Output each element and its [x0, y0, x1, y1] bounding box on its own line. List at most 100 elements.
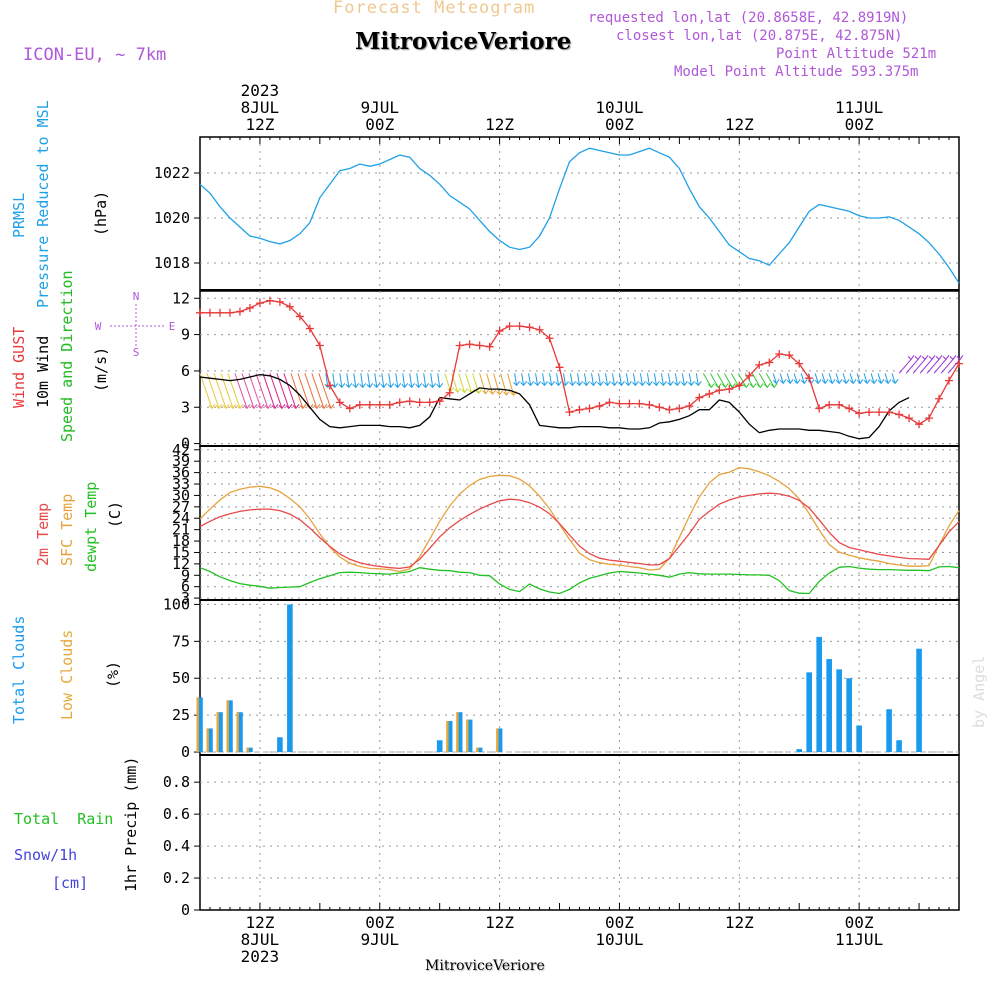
wind-gust-line-point — [245, 303, 254, 312]
wind-direction-arrow — [660, 373, 664, 386]
wind-direction-arrowhead — [541, 381, 548, 387]
wind-gust-line-point — [385, 400, 394, 409]
wind-gust-line-point — [725, 385, 734, 394]
wind-gust-line-point — [525, 323, 534, 332]
wind-gust-line-point — [825, 400, 834, 409]
wind-direction-arrow — [304, 373, 318, 409]
y-tick-label: 36 — [172, 464, 190, 482]
wind-gust-line-point — [445, 388, 454, 397]
y-tick-label: 50 — [172, 669, 190, 687]
wind-direction-arrow — [590, 373, 594, 386]
wind-direction-arrow — [639, 373, 643, 386]
wind-direction-arrowhead — [548, 381, 555, 387]
wind-gust-line-point — [595, 402, 604, 411]
total-cloud-bar — [217, 712, 223, 753]
y-tick-label: 12 — [172, 555, 190, 573]
wind-direction-arrow — [332, 373, 336, 388]
bottom-time-label: 11JUL — [835, 930, 883, 949]
wind-gust-line-point — [625, 399, 634, 408]
wind-direction-arrow — [793, 373, 798, 384]
wind-direction-arrowhead — [694, 381, 702, 387]
wind-direction-arrow — [521, 373, 525, 386]
wind-gust-line-point — [265, 296, 274, 305]
wind-direction-arrowhead — [208, 404, 216, 410]
wind-direction-arrow — [339, 373, 343, 388]
wind-direction-arrow — [723, 373, 733, 388]
wind-direction-arrow — [779, 373, 784, 384]
wind-direction-arrow — [709, 373, 719, 388]
wind-direction-arrow — [786, 373, 791, 384]
y-tick-label: 0.2 — [163, 869, 190, 887]
total-cloud-bar — [277, 737, 283, 753]
wind-direction-arrow — [227, 373, 241, 409]
wind-direction-arrow — [940, 359, 954, 374]
credit-watermark: by Angel — [970, 655, 988, 728]
wind-direction-arrowhead — [877, 379, 885, 385]
sfc-label: SFC Temp — [58, 493, 76, 566]
wind-gust-line-point — [255, 299, 264, 308]
y-tick-label: 100 — [163, 595, 190, 613]
wind-direction-arrow — [535, 373, 539, 386]
y-tick-label: 0.4 — [163, 837, 190, 855]
top-time-label: 2023 — [241, 81, 280, 100]
wind-direction-arrowhead — [380, 383, 388, 389]
wind-direction-arrow — [311, 373, 325, 409]
wind-gust-line-point — [585, 404, 594, 413]
wind-direction-arrowhead — [956, 355, 964, 361]
wind-direction-arrow — [765, 373, 775, 388]
y-tick-label: 75 — [172, 632, 190, 650]
wind-direction-arrowhead — [856, 379, 864, 385]
wind-direction-arrow — [479, 373, 487, 394]
wind-direction-arrowhead — [292, 404, 300, 410]
y-tick-label: 27 — [172, 498, 190, 516]
wind-gust-line-point — [685, 402, 694, 411]
pressure-unit: (hPa) — [92, 190, 110, 236]
wind-direction-arrow — [549, 373, 553, 386]
wind-direction-arrowhead — [429, 383, 437, 389]
wind-gust-line-point — [605, 398, 614, 407]
wind-direction-arrowhead — [243, 404, 251, 410]
wind-direction-arrow — [269, 373, 283, 409]
low-cloud-bar — [226, 700, 229, 753]
wind-direction-arrowhead — [534, 381, 541, 387]
wind-gust-line-point — [905, 414, 914, 423]
wind-direction-arrow — [898, 359, 912, 374]
wind-gust-line-point — [945, 376, 954, 385]
total-cloud-bar — [287, 604, 293, 753]
wind-direction-arrow — [206, 373, 220, 409]
direction-label: Speed and Direction — [58, 270, 76, 442]
wind-direction-arrowhead — [313, 404, 321, 410]
wind-direction-arrow — [604, 373, 608, 386]
wind-direction-arrowhead — [327, 404, 335, 410]
wind-direction-arrowhead — [590, 381, 597, 387]
wind-gust-line-point — [505, 322, 514, 331]
wind-direction-arrow — [905, 359, 919, 374]
wind-direction-arrowhead — [618, 381, 625, 387]
wind-direction-arrow — [688, 373, 692, 386]
wind-direction-arrow — [220, 373, 234, 409]
wind-direction-arrowhead — [688, 381, 695, 387]
wind-direction-arrowhead — [681, 381, 688, 387]
wind-direction-arrowhead — [907, 355, 915, 361]
wind-direction-arrow — [667, 373, 671, 386]
wind-direction-arrow — [283, 373, 297, 409]
wind-direction-arrowhead — [520, 381, 527, 387]
temp-unit: (C) — [106, 500, 124, 528]
wind-direction-arrowhead — [849, 379, 857, 385]
total-cloud-bar — [796, 749, 803, 753]
y-tick-label: 9 — [181, 326, 190, 344]
wind-direction-arrow — [248, 373, 262, 409]
wind-direction-arrow — [933, 359, 947, 374]
wind-gust-line-point — [345, 404, 354, 413]
wind-direction-arrowhead — [338, 383, 346, 389]
total-cloud-bar — [247, 747, 253, 753]
wind-direction-arrowhead — [503, 390, 511, 396]
wind-direction-arrowhead — [674, 381, 681, 387]
wind-gust-line-point — [285, 302, 294, 311]
wind-direction-arrowhead — [632, 381, 639, 387]
top-time-label: 00Z — [845, 115, 874, 134]
wind-gust-line-point — [705, 389, 714, 398]
y-tick-label: 42 — [172, 441, 190, 459]
y-tick-label: 9 — [181, 566, 190, 584]
wind-direction-arrow — [877, 373, 882, 384]
